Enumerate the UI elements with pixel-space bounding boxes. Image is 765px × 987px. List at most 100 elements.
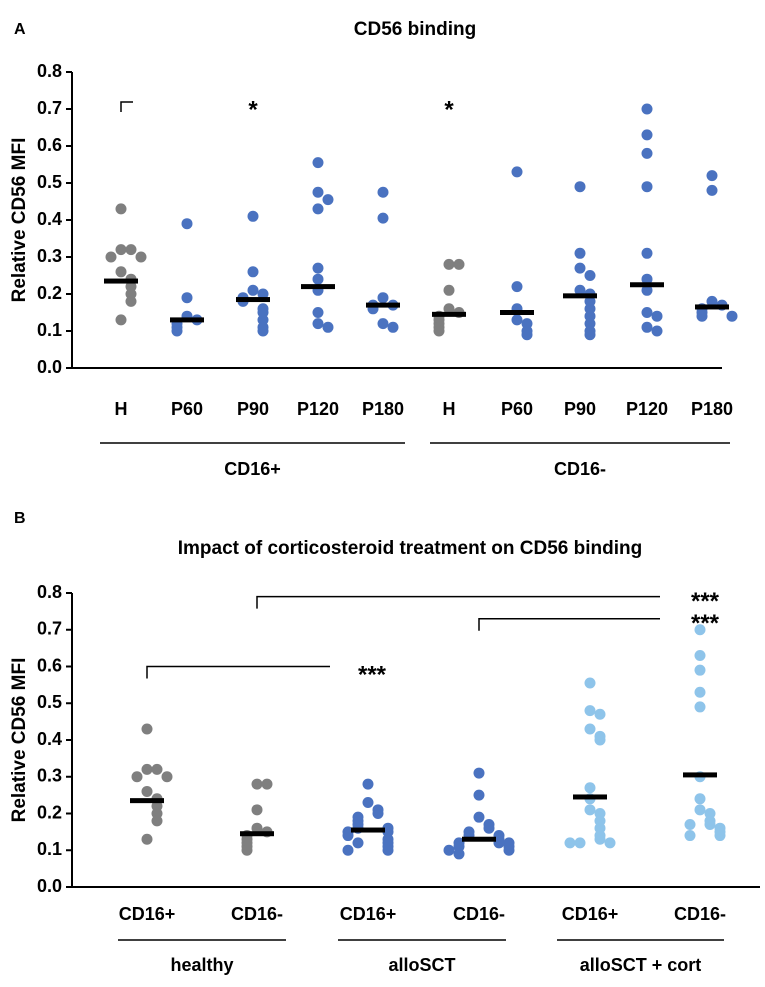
data-point: [584, 329, 596, 341]
y-tick-label: 0.0: [37, 876, 62, 896]
median-bar: [301, 284, 335, 290]
median-bar: [170, 317, 204, 323]
data-point: [521, 329, 533, 341]
data-point: [251, 778, 263, 790]
data-point: [584, 677, 596, 689]
y-tick-label: 0.2: [37, 802, 62, 822]
data-point: [651, 310, 663, 322]
significance-label: ***: [358, 662, 387, 689]
data-point: [115, 266, 127, 278]
data-point: [473, 767, 485, 779]
median-bar: [432, 311, 466, 317]
y-tick-label: 0.5: [37, 692, 62, 712]
x-tick-label: P60: [501, 399, 533, 419]
median-bar: [695, 304, 729, 310]
data-point: [377, 186, 389, 198]
data-point: [694, 664, 706, 676]
data-point: [433, 325, 445, 337]
x-tick-label: CD16-: [674, 904, 726, 924]
x-tick-label: P60: [171, 399, 203, 419]
data-point: [473, 811, 485, 823]
data-point: [377, 212, 389, 224]
data-point: [704, 819, 716, 831]
data-point: [594, 833, 606, 845]
median-bar: [500, 310, 534, 315]
data-point: [694, 686, 706, 698]
data-point: [141, 723, 153, 735]
x-tick-label: H: [115, 399, 128, 419]
data-point: [574, 284, 586, 296]
data-point: [251, 822, 263, 834]
data-point: [694, 649, 706, 661]
data-point: [694, 624, 706, 636]
data-point: [453, 848, 465, 860]
data-point: [706, 295, 718, 307]
data-point: [151, 763, 163, 775]
data-point: [473, 789, 485, 801]
data-point: [503, 844, 515, 856]
data-point: [171, 325, 183, 337]
data-point: [257, 325, 269, 337]
data-point: [377, 292, 389, 304]
x-tick-label: CD16+: [119, 904, 176, 924]
data-point: [511, 281, 523, 293]
data-point: [641, 273, 653, 285]
x-tick-label: H: [443, 399, 456, 419]
data-point: [694, 793, 706, 805]
y-tick-label: 0.3: [37, 766, 62, 786]
data-point: [247, 284, 259, 296]
data-point: [511, 166, 523, 178]
median-bar: [104, 278, 138, 284]
data-point: [443, 284, 455, 296]
median-bar: [130, 798, 164, 804]
y-tick-label: 0.5: [37, 172, 62, 192]
significance-label: ***: [691, 610, 720, 637]
median-bar: [240, 831, 274, 837]
data-point: [574, 837, 586, 849]
y-tick-label: 0.1: [37, 320, 62, 340]
data-point: [574, 181, 586, 193]
y-tick-label: 0.8: [37, 61, 62, 81]
data-point: [362, 778, 374, 790]
data-point: [377, 318, 389, 330]
y-tick-label: 0.6: [37, 655, 62, 675]
panel-letter: A: [14, 21, 26, 38]
x-tick-label: CD16+: [340, 904, 397, 924]
data-point: [387, 321, 399, 333]
significance-label: ***: [691, 588, 720, 615]
x-tick-label: CD16-: [453, 904, 505, 924]
data-point: [257, 288, 269, 300]
panel-letter: B: [14, 510, 26, 527]
data-point: [584, 804, 596, 816]
data-point: [181, 292, 193, 304]
x-tick-label: P180: [691, 399, 733, 419]
data-point: [594, 708, 606, 720]
median-bar: [630, 282, 664, 288]
median-bar: [573, 794, 607, 800]
data-point: [443, 258, 455, 270]
data-point: [641, 103, 653, 115]
data-point: [251, 804, 263, 816]
y-tick-label: 0.8: [37, 582, 62, 602]
x-tick-label: P180: [362, 399, 404, 419]
data-point: [312, 273, 324, 285]
data-point: [694, 701, 706, 713]
median-bar: [683, 772, 717, 778]
x-tick-label: CD16+: [562, 904, 619, 924]
data-point: [684, 830, 696, 842]
data-point: [115, 244, 127, 256]
data-point: [352, 837, 364, 849]
data-point: [322, 194, 334, 206]
data-point: [594, 734, 606, 746]
x-tick-label: P90: [237, 399, 269, 419]
y-tick-label: 0.6: [37, 135, 62, 155]
data-point: [362, 796, 374, 808]
data-point: [312, 186, 324, 198]
data-point: [151, 815, 163, 827]
data-point: [105, 251, 117, 263]
x-tick-label: P120: [626, 399, 668, 419]
data-point: [181, 218, 193, 230]
median-bar: [563, 293, 597, 299]
data-point: [706, 184, 718, 196]
